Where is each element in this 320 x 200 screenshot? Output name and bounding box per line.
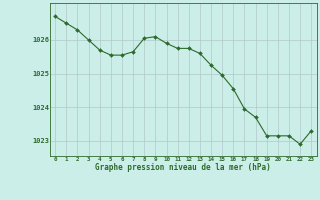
X-axis label: Graphe pression niveau de la mer (hPa): Graphe pression niveau de la mer (hPa) (95, 163, 271, 172)
